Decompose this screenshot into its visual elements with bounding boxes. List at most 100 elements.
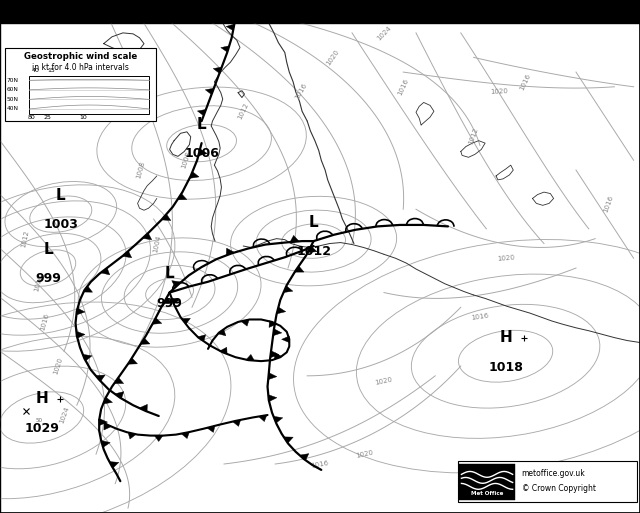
Text: 50: 50: [35, 419, 42, 423]
Polygon shape: [197, 334, 205, 341]
Polygon shape: [241, 320, 249, 326]
Text: 40N: 40N: [6, 106, 19, 111]
Text: 40: 40: [31, 68, 40, 72]
Polygon shape: [128, 432, 136, 439]
Polygon shape: [246, 354, 254, 361]
Polygon shape: [104, 423, 111, 430]
Text: 25: 25: [44, 114, 51, 120]
Text: © Crown Copyright: © Crown Copyright: [522, 484, 596, 494]
Text: 10: 10: [79, 114, 87, 120]
Polygon shape: [154, 436, 163, 442]
Text: Geostrophic wind scale: Geostrophic wind scale: [24, 52, 137, 61]
Text: 1008: 1008: [136, 161, 146, 180]
Polygon shape: [114, 378, 124, 384]
Text: 999: 999: [157, 297, 182, 310]
Polygon shape: [152, 318, 162, 324]
Polygon shape: [259, 415, 267, 422]
Polygon shape: [95, 375, 105, 382]
Polygon shape: [181, 432, 189, 439]
Polygon shape: [172, 281, 181, 287]
Polygon shape: [198, 149, 207, 156]
Polygon shape: [115, 391, 124, 399]
Text: 70N: 70N: [6, 78, 19, 83]
Text: 1029: 1029: [24, 422, 59, 435]
Text: 1020: 1020: [355, 449, 374, 459]
Text: 1012: 1012: [21, 229, 30, 248]
Polygon shape: [142, 233, 152, 240]
Polygon shape: [100, 268, 109, 275]
Polygon shape: [273, 416, 283, 423]
Polygon shape: [83, 286, 93, 292]
Polygon shape: [140, 338, 150, 344]
Polygon shape: [226, 248, 234, 255]
Text: 1020: 1020: [52, 357, 63, 376]
Polygon shape: [128, 358, 138, 364]
Polygon shape: [268, 372, 277, 380]
Text: 1003: 1003: [44, 219, 78, 231]
Bar: [29, 75, 149, 114]
Polygon shape: [76, 331, 85, 339]
Polygon shape: [268, 394, 277, 402]
Polygon shape: [308, 246, 317, 252]
Polygon shape: [163, 298, 173, 304]
Polygon shape: [213, 67, 221, 73]
Polygon shape: [221, 46, 229, 52]
Polygon shape: [220, 347, 227, 354]
Text: 1016: 1016: [310, 460, 330, 468]
Polygon shape: [270, 351, 279, 358]
Text: L: L: [164, 266, 175, 282]
Polygon shape: [197, 109, 206, 116]
Polygon shape: [177, 193, 187, 200]
Polygon shape: [284, 286, 293, 292]
Text: 1018: 1018: [488, 361, 523, 373]
Text: 1016: 1016: [397, 77, 410, 96]
Text: 1020: 1020: [497, 254, 515, 262]
Text: 1016: 1016: [40, 312, 50, 331]
Polygon shape: [205, 88, 214, 94]
Polygon shape: [282, 336, 289, 343]
Text: 1012: 1012: [296, 245, 331, 259]
Polygon shape: [182, 318, 190, 324]
Text: 50N: 50N: [6, 97, 19, 102]
Text: 60N: 60N: [6, 87, 19, 92]
Polygon shape: [275, 352, 282, 359]
Polygon shape: [226, 24, 234, 30]
Polygon shape: [284, 437, 293, 443]
Polygon shape: [189, 172, 199, 179]
Polygon shape: [276, 307, 285, 314]
Polygon shape: [76, 308, 85, 315]
Text: 1016: 1016: [470, 313, 490, 321]
Text: L: L: [308, 215, 319, 230]
Polygon shape: [290, 235, 299, 242]
Polygon shape: [273, 329, 282, 336]
Polygon shape: [218, 329, 226, 336]
Text: 15: 15: [47, 68, 55, 72]
Polygon shape: [207, 426, 215, 432]
Polygon shape: [139, 404, 147, 411]
Text: H: H: [499, 330, 512, 345]
Text: Met Office: Met Office: [471, 491, 503, 496]
Polygon shape: [161, 214, 171, 221]
Bar: [459, 464, 515, 500]
Polygon shape: [101, 441, 110, 447]
Polygon shape: [294, 266, 304, 272]
Text: metoffice.gov.uk: metoffice.gov.uk: [522, 469, 586, 479]
Polygon shape: [232, 420, 241, 426]
Text: 1016: 1016: [518, 72, 531, 91]
Text: 999: 999: [35, 272, 61, 285]
Text: in kt for 4.0 hPa intervals: in kt for 4.0 hPa intervals: [32, 63, 129, 72]
Text: 1020: 1020: [374, 376, 394, 385]
Text: 1020: 1020: [490, 88, 508, 95]
Text: H: H: [35, 391, 48, 406]
Text: 1020: 1020: [325, 48, 340, 66]
Bar: [458, 461, 637, 502]
Bar: [5, 48, 156, 121]
Text: 1004: 1004: [152, 234, 161, 253]
Text: 80: 80: [28, 114, 36, 120]
Text: 1012: 1012: [468, 126, 479, 145]
Polygon shape: [172, 298, 180, 304]
Polygon shape: [99, 419, 108, 426]
Polygon shape: [83, 354, 92, 361]
Text: 1016: 1016: [602, 195, 614, 214]
Text: 1016: 1016: [33, 273, 44, 292]
